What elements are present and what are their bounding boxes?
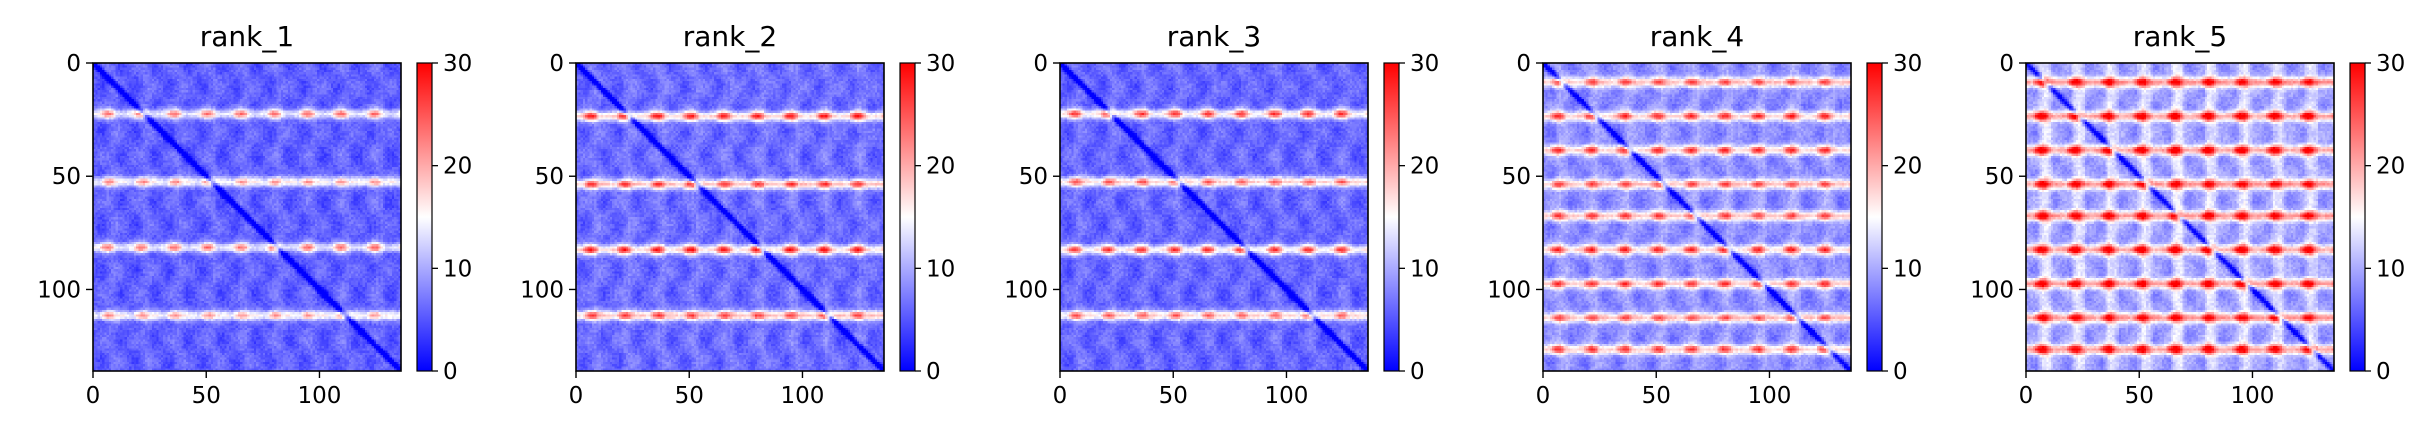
y-tick-label: 0 bbox=[1999, 51, 2014, 77]
x-tick-label: 100 bbox=[1265, 383, 1309, 409]
x-tick-label: 100 bbox=[1748, 383, 1792, 409]
plot-frame bbox=[1059, 62, 1369, 372]
colorbar-tick-label: 0 bbox=[1893, 359, 1908, 385]
panel-title: rank_1 bbox=[200, 20, 294, 53]
heatmap-image bbox=[2026, 63, 2334, 371]
colorbar-tick-label: 10 bbox=[1410, 256, 1439, 282]
plot-frame bbox=[575, 62, 885, 372]
y-tick-label: 100 bbox=[1487, 277, 1531, 303]
colorbar-tick-label: 30 bbox=[443, 51, 472, 77]
heatmap-image bbox=[576, 63, 884, 371]
colorbar-tick-label: 20 bbox=[2376, 154, 2405, 180]
colorbar-tick-label: 10 bbox=[443, 256, 472, 282]
colorbar bbox=[899, 62, 916, 372]
panel-rank-5: rank_5 0 50 100 0 50 100 0 10 20 30 bbox=[1970, 20, 2405, 409]
plot-frame bbox=[1542, 62, 1852, 372]
x-tick-label: 100 bbox=[298, 383, 342, 409]
colorbar bbox=[1383, 62, 1400, 372]
x-tick-label: 0 bbox=[1536, 383, 1551, 409]
colorbar-tick-label: 30 bbox=[1410, 51, 1439, 77]
x-tick-label: 100 bbox=[2231, 383, 2275, 409]
y-tick-label: 50 bbox=[1019, 164, 1048, 190]
panel-rank-3: rank_3 0 50 100 0 50 100 0 10 20 30 bbox=[1004, 20, 1439, 409]
colorbar-tick-label: 30 bbox=[1893, 51, 1922, 77]
x-tick-label: 0 bbox=[1053, 383, 1068, 409]
heatmap-image bbox=[1060, 63, 1368, 371]
y-tick-label: 100 bbox=[1004, 277, 1048, 303]
y-tick-label: 50 bbox=[1502, 164, 1531, 190]
plot-frame bbox=[92, 62, 402, 372]
y-tick-label: 100 bbox=[520, 277, 564, 303]
colorbar-tick-label: 30 bbox=[2376, 51, 2405, 77]
x-tick-label: 0 bbox=[2019, 383, 2034, 409]
heatmap-image bbox=[1543, 63, 1851, 371]
x-tick-label: 100 bbox=[781, 383, 825, 409]
colorbar-tick-label: 10 bbox=[2376, 256, 2405, 282]
colorbar-tick-label: 20 bbox=[1410, 154, 1439, 180]
colorbar bbox=[1866, 62, 1883, 372]
panel-title: rank_2 bbox=[683, 20, 777, 53]
x-tick-label: 0 bbox=[86, 383, 101, 409]
colorbar-tick-label: 20 bbox=[1893, 154, 1922, 180]
colorbar-tick-label: 0 bbox=[2376, 359, 2391, 385]
colorbar-tick-label: 20 bbox=[443, 154, 472, 180]
panel-rank-1: rank_1 0 50 100 0 50 100 0 10 20 30 bbox=[37, 20, 472, 409]
colorbar bbox=[416, 62, 433, 372]
y-tick-label: 50 bbox=[535, 164, 564, 190]
plot-frame bbox=[2025, 62, 2335, 372]
y-tick-label: 50 bbox=[1985, 164, 2014, 190]
y-tick-label: 0 bbox=[1516, 51, 1531, 77]
heatmap-image bbox=[93, 63, 401, 371]
colorbar-tick-label: 0 bbox=[1410, 359, 1425, 385]
colorbar bbox=[2349, 62, 2366, 372]
y-tick-label: 0 bbox=[549, 51, 564, 77]
colorbar-tick-label: 30 bbox=[926, 51, 955, 77]
x-tick-label: 50 bbox=[1642, 383, 1671, 409]
y-tick-label: 0 bbox=[66, 51, 81, 77]
panel-title: rank_3 bbox=[1167, 20, 1261, 53]
x-tick-label: 50 bbox=[675, 383, 704, 409]
panel-rank-2: rank_2 0 50 100 0 50 100 0 10 20 30 bbox=[520, 20, 955, 409]
colorbar-tick-label: 0 bbox=[926, 359, 941, 385]
y-tick-label: 100 bbox=[37, 277, 81, 303]
panel-title: rank_5 bbox=[2133, 20, 2227, 53]
colorbar-tick-label: 10 bbox=[926, 256, 955, 282]
colorbar-tick-label: 20 bbox=[926, 154, 955, 180]
colorbar-tick-label: 0 bbox=[443, 359, 458, 385]
x-tick-label: 0 bbox=[569, 383, 584, 409]
y-tick-label: 0 bbox=[1033, 51, 1048, 77]
colorbar-tick-label: 10 bbox=[1893, 256, 1922, 282]
x-tick-label: 50 bbox=[192, 383, 221, 409]
y-tick-label: 100 bbox=[1970, 277, 2014, 303]
y-tick-label: 50 bbox=[52, 164, 81, 190]
panel-rank-4: rank_4 0 50 100 0 50 100 0 10 20 30 bbox=[1487, 20, 1922, 409]
x-tick-label: 50 bbox=[2125, 383, 2154, 409]
x-tick-label: 50 bbox=[1159, 383, 1188, 409]
panel-title: rank_4 bbox=[1650, 20, 1744, 53]
